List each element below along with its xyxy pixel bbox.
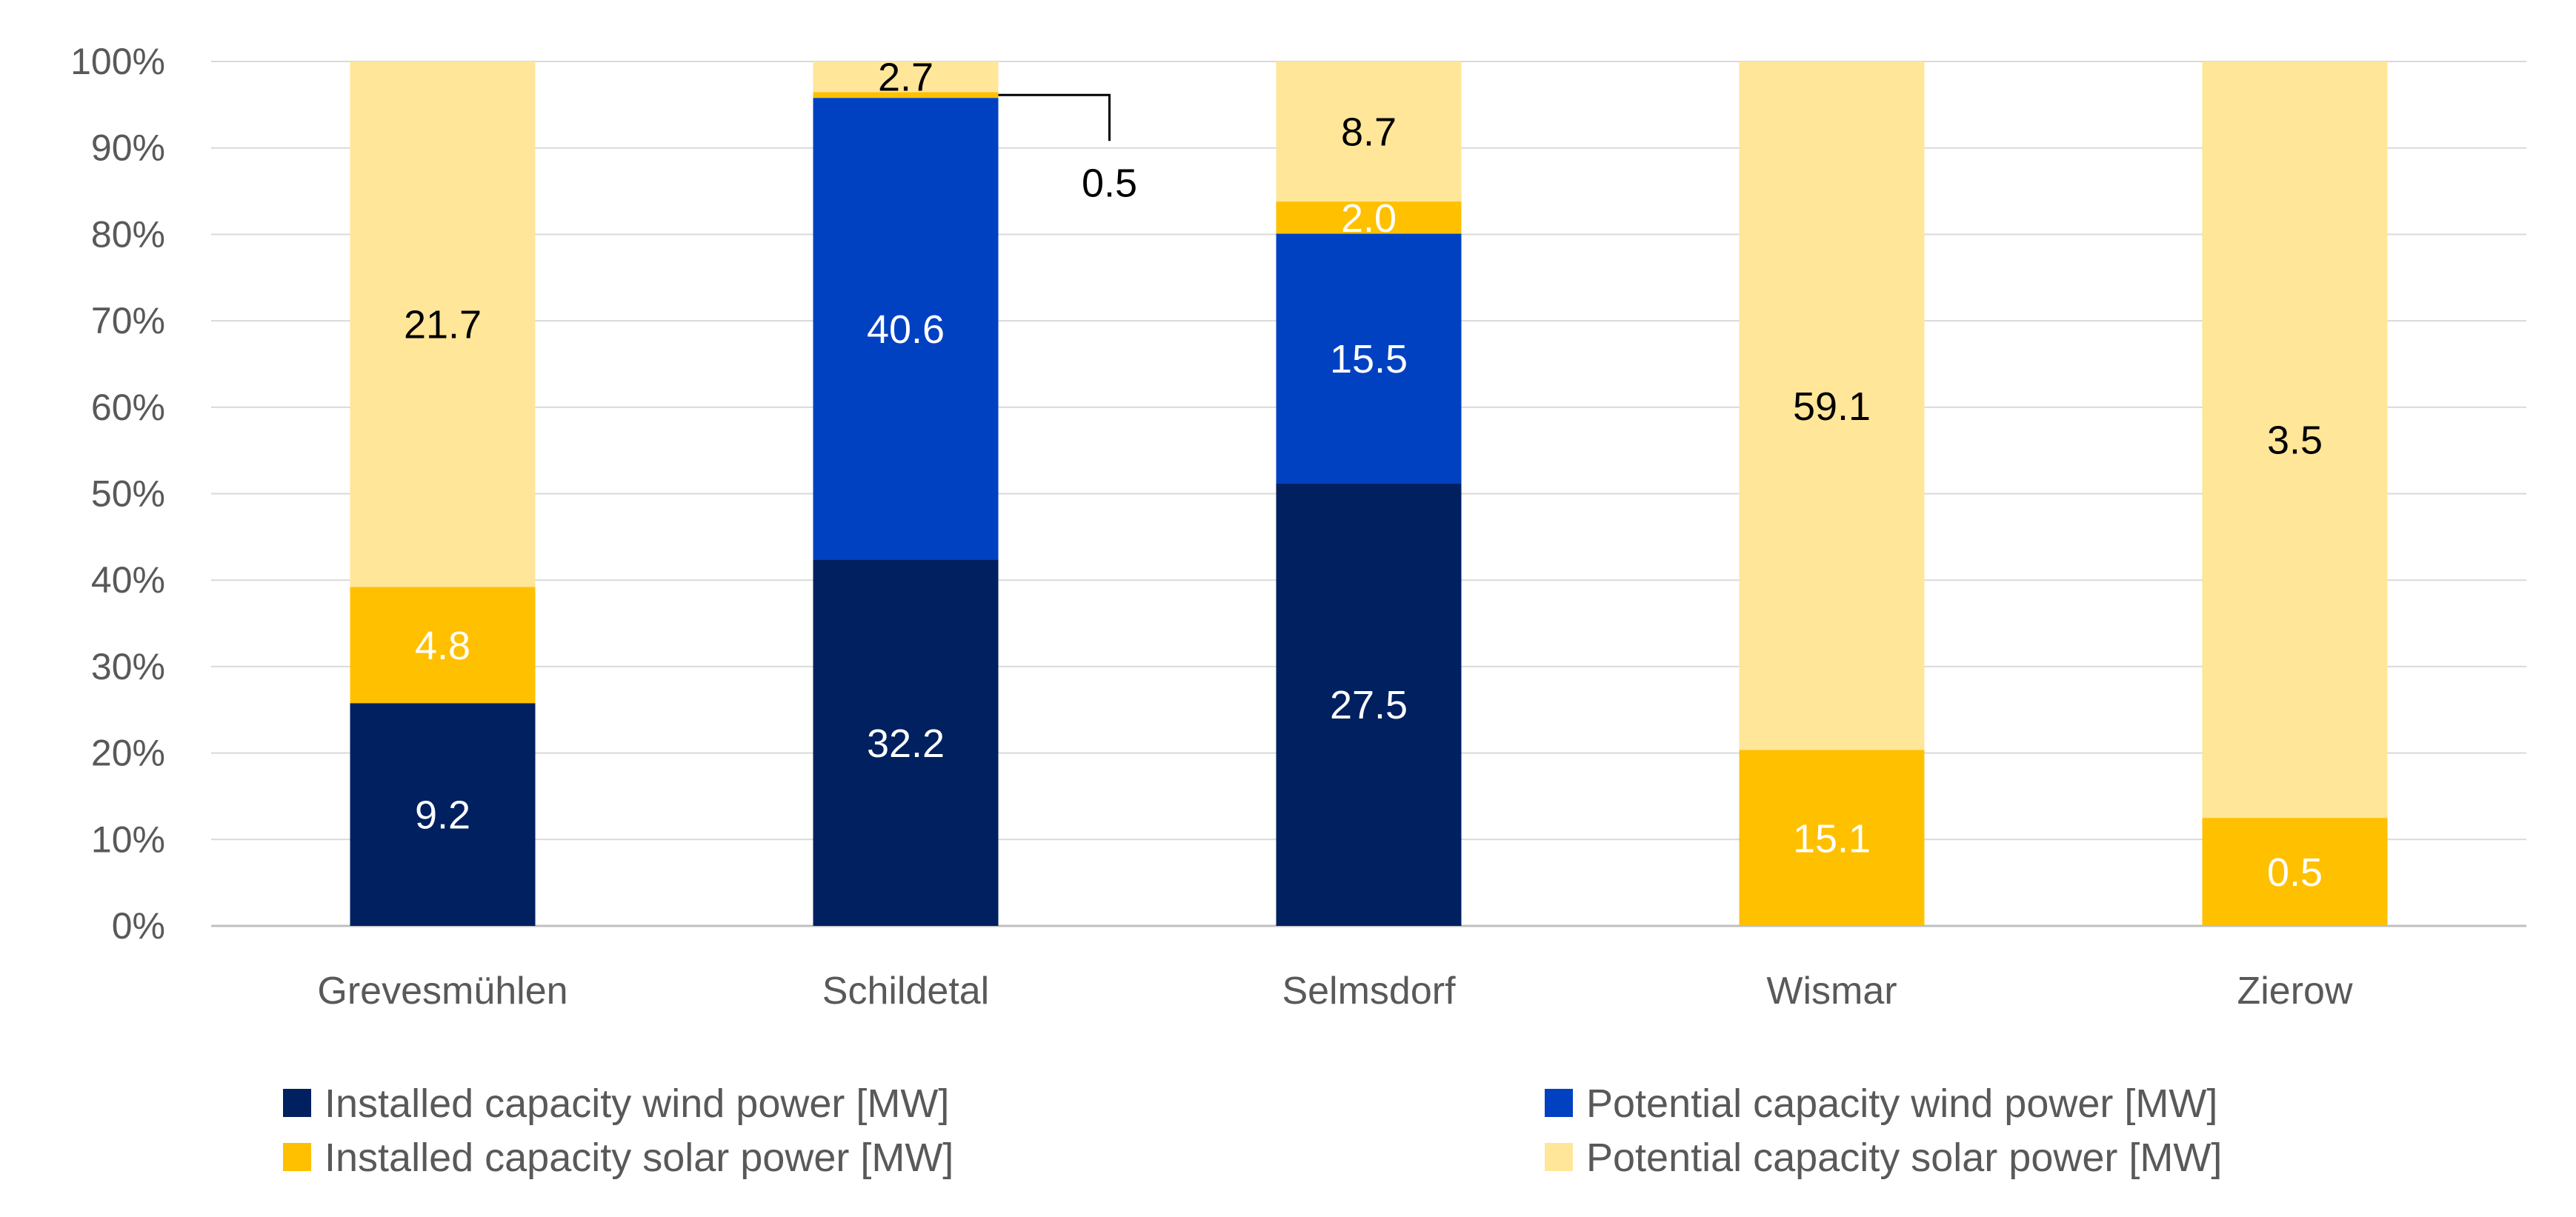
callout-leader-line	[998, 93, 1111, 141]
y-tick-label: 30%	[91, 646, 165, 687]
bar-segment	[1739, 61, 1925, 750]
data-label: 0.5	[2267, 850, 2323, 895]
legend-label: Installed capacity solar power [MW]	[325, 1136, 953, 1180]
bar-segment	[350, 61, 536, 587]
legend-label: Potential capacity solar power [MW]	[1586, 1136, 2222, 1180]
legend-label: Installed capacity wind power [MW]	[325, 1081, 949, 1126]
data-label: 8.7	[1341, 110, 1397, 155]
bar-segment	[2202, 818, 2388, 926]
legend: Installed capacity wind power [MW] Potent…	[283, 1081, 2222, 1180]
data-label: 3.5	[2267, 419, 2323, 463]
x-category-label: Grevesmühlen	[317, 970, 568, 1013]
data-label: 9.2	[415, 793, 470, 838]
legend-swatch	[283, 1143, 311, 1171]
data-label: 59.1	[1793, 384, 1871, 429]
y-tick-label: 20%	[91, 733, 165, 774]
bars	[350, 61, 2388, 926]
data-label: 32.2	[867, 721, 945, 766]
callout-label: 0.5	[1082, 161, 1137, 205]
x-category-label: Selmsdorf	[1282, 970, 1456, 1013]
data-label: 4.8	[415, 624, 470, 668]
bar-segment	[1276, 483, 1462, 926]
x-category-label: Zierow	[2237, 970, 2352, 1013]
y-tick-label: 0%	[112, 905, 165, 947]
legend-label: Potential capacity wind power [MW]	[1586, 1081, 2217, 1126]
x-category-label: Wismar	[1766, 970, 1897, 1013]
data-label: 2.0	[1341, 196, 1397, 241]
bar-segment	[1739, 750, 1925, 926]
y-tick-label: 70%	[91, 300, 165, 341]
data-label: 40.6	[867, 307, 945, 352]
bar-segment	[350, 587, 536, 704]
bar-segment	[1276, 61, 1462, 202]
y-tick-label: 80%	[91, 213, 165, 255]
y-tick-label: 100%	[70, 41, 165, 82]
y-tick-label: 90%	[91, 127, 165, 169]
data-label: 2.7	[878, 56, 933, 100]
bar-segment	[813, 92, 999, 99]
data-label: 15.5	[1330, 337, 1408, 381]
legend-swatch	[1545, 1089, 1573, 1117]
legend-swatch	[1545, 1143, 1573, 1171]
bar-segment	[1276, 201, 1462, 234]
data-labels: 9.2 32.2 27.5 40.6 15.5 4.8 2.0 15.1 0.5 21.7 2.7 8…	[404, 56, 2323, 895]
y-axis-tick-labels: 0% 10% 20% 30% 40% 50% 60% 70% 80% 90% 100%	[70, 41, 165, 947]
data-label: 27.5	[1330, 683, 1408, 727]
bar-segment	[813, 559, 999, 926]
y-tick-label: 10%	[91, 818, 165, 860]
y-tick-label: 50%	[91, 473, 165, 515]
x-axis-category-labels: Grevesmühlen Schildetal Selmsdorf Wismar Zie…	[317, 970, 2353, 1013]
bar-segment	[1276, 233, 1462, 484]
callouts: 0.5	[998, 93, 1137, 205]
bar-segment	[813, 98, 999, 560]
data-label: 21.7	[404, 303, 482, 347]
bar-segment	[813, 61, 999, 93]
y-tick-label: 40%	[91, 559, 165, 601]
x-category-label: Schildetal	[822, 970, 989, 1013]
y-tick-label: 60%	[91, 387, 165, 428]
legend-swatch	[283, 1089, 311, 1117]
data-label: 15.1	[1793, 816, 1871, 861]
bar-segment	[2202, 61, 2388, 818]
bar-segment	[350, 703, 536, 926]
